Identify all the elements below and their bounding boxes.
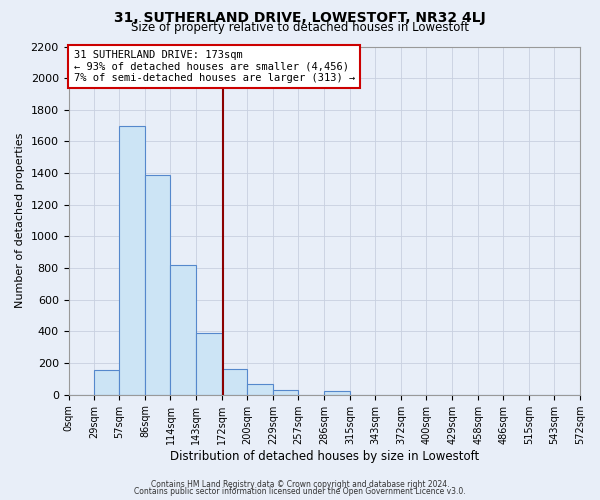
Text: Size of property relative to detached houses in Lowestoft: Size of property relative to detached ho… <box>131 21 469 34</box>
Y-axis label: Number of detached properties: Number of detached properties <box>15 133 25 308</box>
Bar <box>247 384 273 394</box>
Text: Contains HM Land Registry data © Crown copyright and database right 2024.: Contains HM Land Registry data © Crown c… <box>151 480 449 489</box>
Bar <box>170 265 196 394</box>
Text: 31 SUTHERLAND DRIVE: 173sqm
← 93% of detached houses are smaller (4,456)
7% of s: 31 SUTHERLAND DRIVE: 173sqm ← 93% of det… <box>74 50 355 83</box>
Bar <box>196 333 223 394</box>
X-axis label: Distribution of detached houses by size in Lowestoft: Distribution of detached houses by size … <box>170 450 479 462</box>
Bar <box>94 370 119 394</box>
Bar <box>145 174 170 394</box>
Bar <box>223 370 247 394</box>
Text: Contains public sector information licensed under the Open Government Licence v3: Contains public sector information licen… <box>134 487 466 496</box>
Bar <box>273 390 298 394</box>
Bar <box>119 126 145 394</box>
Bar <box>324 391 350 394</box>
Text: 31, SUTHERLAND DRIVE, LOWESTOFT, NR32 4LJ: 31, SUTHERLAND DRIVE, LOWESTOFT, NR32 4L… <box>114 11 486 25</box>
